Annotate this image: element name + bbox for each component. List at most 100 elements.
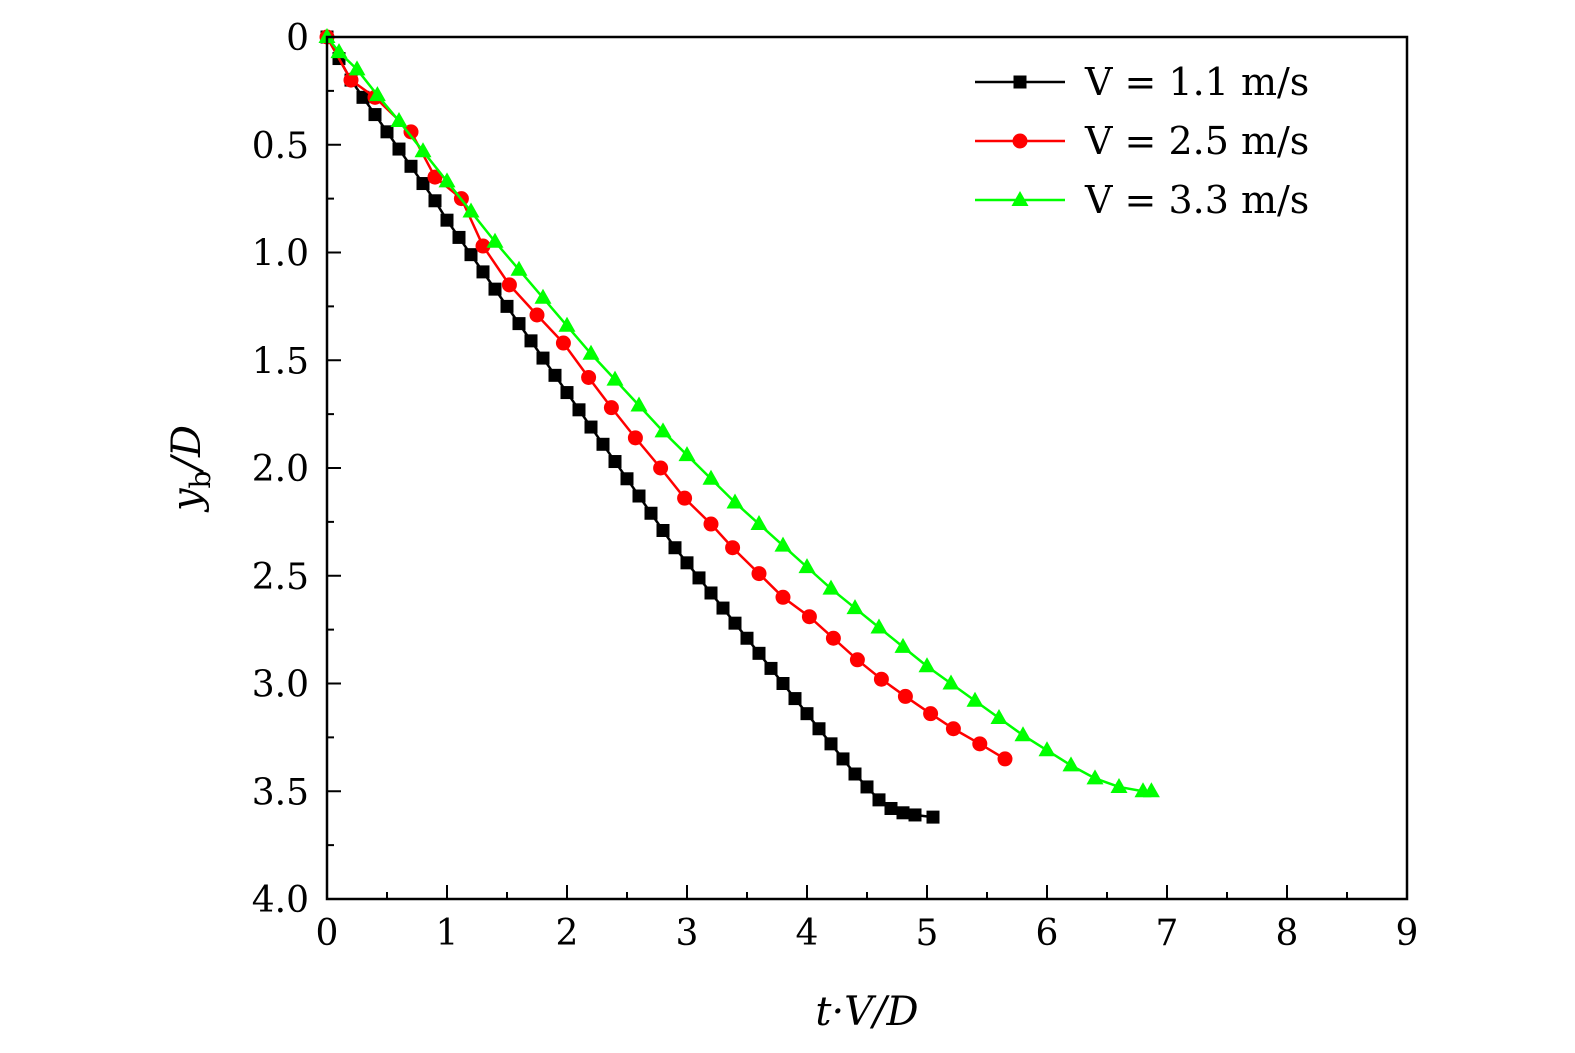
x-tick-label: 1: [436, 913, 459, 954]
data-point: [318, 28, 336, 43]
data-point: [390, 112, 408, 128]
data-point: [627, 430, 643, 446]
x-tick-label: 5: [916, 913, 939, 954]
data-point: [555, 335, 571, 351]
legend-label: V = 1.1 m/s: [1084, 60, 1309, 104]
x-tick-label: 0: [316, 913, 339, 954]
data-point: [529, 307, 545, 323]
data-point: [725, 540, 741, 556]
data-point: [800, 707, 814, 721]
data-point: [849, 652, 865, 668]
data-point: [703, 516, 719, 532]
x-tick-label: 8: [1276, 913, 1299, 954]
data-point: [476, 265, 490, 279]
data-point: [452, 230, 466, 244]
data-point: [500, 299, 514, 313]
data-point: [368, 108, 382, 122]
legend-entry: V = 1.1 m/s: [975, 60, 1309, 104]
data-point: [812, 722, 826, 736]
data-point: [751, 566, 767, 582]
data-point: [680, 556, 694, 570]
data-point: [774, 536, 792, 552]
data-point: [1110, 777, 1128, 793]
legend-label: V = 3.3 m/s: [1084, 178, 1309, 222]
data-point: [873, 671, 889, 687]
data-point: [428, 194, 442, 208]
data-point: [908, 808, 922, 822]
data-point: [581, 369, 597, 385]
data-point: [608, 455, 622, 469]
y-axis-label-main: y: [164, 487, 210, 513]
legend-entry: V = 2.5 m/s: [975, 119, 1309, 163]
y-tick-label: 3.5: [252, 772, 309, 813]
data-point: [348, 60, 366, 76]
data-point: [846, 599, 864, 615]
data-point: [343, 72, 359, 88]
data-point: [560, 386, 574, 400]
data-point: [1142, 782, 1160, 798]
y-axis-label-rest: /D: [164, 425, 210, 475]
data-point: [582, 344, 600, 360]
data-point: [392, 142, 406, 156]
data-point: [558, 316, 576, 332]
series-3: [318, 28, 1160, 798]
data-point: [536, 351, 550, 365]
data-point: [897, 688, 913, 704]
data-point: [1014, 726, 1032, 742]
data-point: [918, 657, 936, 673]
data-point: [788, 692, 802, 706]
data-point: [990, 708, 1008, 724]
legend-swatch-marker: [1011, 191, 1029, 206]
data-point: [923, 706, 939, 722]
legend-entry: V = 3.3 m/s: [975, 178, 1309, 222]
data-point: [726, 493, 744, 509]
data-point: [510, 260, 528, 276]
data-point: [822, 579, 840, 595]
x-tick-label: 3: [676, 913, 699, 954]
y-tick-label: 1.5: [252, 341, 309, 382]
data-point: [414, 142, 432, 158]
data-point: [403, 124, 419, 140]
data-point: [728, 616, 742, 630]
data-point: [677, 490, 693, 506]
y-tick-label: 4.0: [252, 880, 309, 921]
data-point: [764, 661, 778, 675]
data-point: [894, 637, 912, 653]
y-tick-label: 2.5: [252, 557, 309, 598]
data-point: [1086, 769, 1104, 785]
y-tick-label: 3.0: [252, 665, 309, 706]
y-tick-label: 0: [286, 18, 309, 59]
y-tick-label: 0.5: [252, 126, 309, 167]
data-point: [798, 558, 816, 574]
series-1: [320, 30, 940, 824]
data-point: [416, 177, 430, 191]
x-tick-label: 6: [1036, 913, 1059, 954]
data-point: [716, 601, 730, 615]
data-point: [653, 460, 669, 476]
data-point: [776, 677, 790, 690]
data-point: [512, 317, 526, 331]
data-point: [775, 589, 791, 605]
data-point: [692, 571, 706, 585]
data-point: [501, 277, 517, 293]
data-point: [368, 86, 386, 102]
data-point: [440, 213, 454, 227]
x-tick-label: 7: [1156, 913, 1179, 954]
series-line: [325, 36, 1006, 760]
data-point: [356, 90, 370, 104]
data-point: [475, 238, 491, 254]
data-point: [942, 674, 960, 690]
data-point: [462, 202, 480, 218]
data-point: [464, 248, 478, 262]
data-point: [584, 420, 598, 434]
data-point: [824, 737, 838, 751]
legend: V = 1.1 m/s V = 2.5 m/s V = 3.3 m/s: [975, 60, 1309, 222]
y-axis-label: yb/D: [164, 425, 217, 513]
data-point: [972, 736, 988, 752]
data-point: [668, 541, 682, 555]
data-point: [860, 780, 874, 794]
y-axis-label-sub: b: [184, 471, 217, 489]
data-point: [836, 752, 850, 766]
data-point: [656, 523, 670, 537]
